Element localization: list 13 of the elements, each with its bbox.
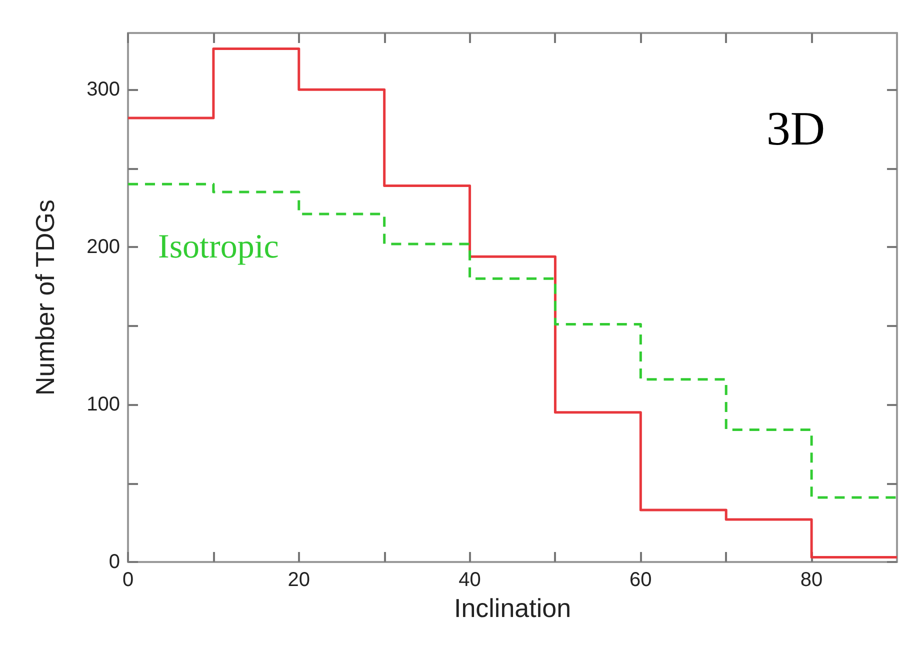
x-axis-title: Inclination bbox=[454, 592, 572, 623]
x-tick-label: 0 bbox=[122, 569, 134, 591]
annotation: 3D bbox=[766, 102, 826, 156]
x-tick-label: 60 bbox=[630, 569, 652, 591]
series-label: Isotropic bbox=[158, 228, 279, 266]
y-axis-title: Number of TDGs bbox=[30, 199, 60, 396]
x-tick-label: 40 bbox=[458, 569, 481, 591]
y-tick-label: 0 bbox=[108, 551, 120, 573]
x-tick-label: 20 bbox=[288, 569, 310, 591]
y-tick-label: 300 bbox=[86, 78, 120, 101]
y-tick-label: 100 bbox=[86, 394, 120, 416]
y-tick-label: 200 bbox=[86, 236, 120, 258]
x-tick-label: 80 bbox=[800, 569, 823, 591]
